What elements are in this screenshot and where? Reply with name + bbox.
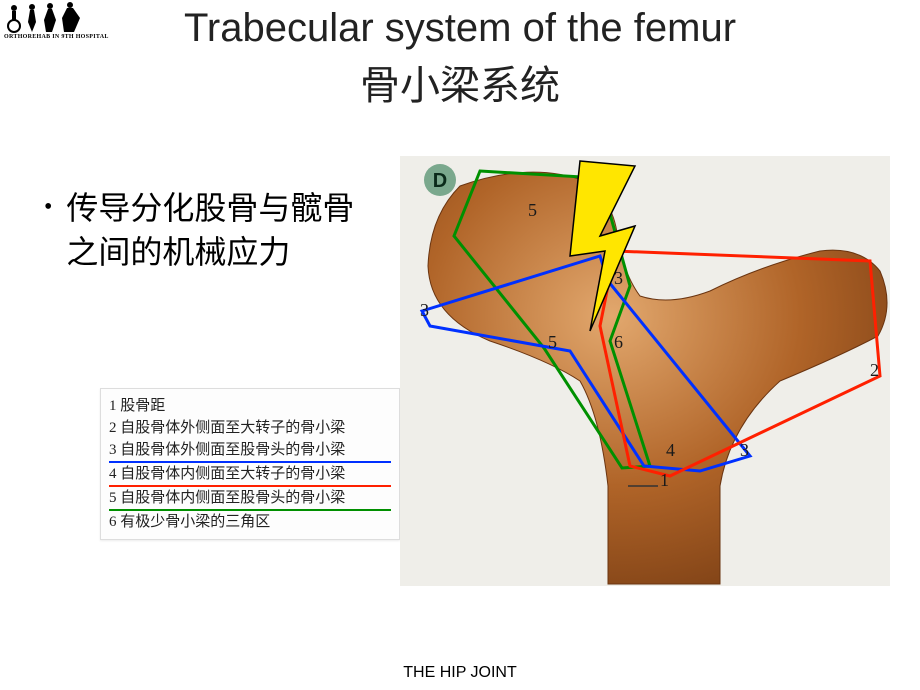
bone-shape-icon <box>428 172 887 584</box>
legend-box: 1 股骨距2 自股骨体外侧面至大转子的骨小梁3 自股骨体外侧面至股骨头的骨小梁4… <box>100 388 400 540</box>
bullet-list: • 传导分化股骨与髋骨之间的机械应力 <box>44 186 384 274</box>
footer-text: THE HIP JOINT <box>0 664 920 682</box>
femur-svg: D 533562431 <box>400 156 890 586</box>
legend-item: 5 自股骨体内侧面至股骨头的骨小梁 <box>109 487 391 511</box>
legend-item: 4 自股骨体内侧面至大转子的骨小梁 <box>109 463 391 487</box>
diagram-label: 4 <box>666 440 675 460</box>
diagram-label: 3 <box>740 440 749 460</box>
legend-item: 1 股骨距 <box>109 395 391 417</box>
femur-diagram: D 533562431 <box>400 156 890 586</box>
title-chinese: 骨小梁系统 <box>0 53 920 111</box>
legend-item: 6 有极少骨小梁的三角区 <box>109 511 391 533</box>
bullet-text: 传导分化股骨与髋骨之间的机械应力 <box>66 186 384 274</box>
diagram-label: 1 <box>660 470 669 490</box>
diagram-label: 5 <box>528 200 537 220</box>
title-english: Trabecular system of the femur <box>0 6 920 51</box>
bullet-item: • 传导分化股骨与髋骨之间的机械应力 <box>44 186 384 274</box>
slide-title: Trabecular system of the femur 骨小梁系统 <box>0 6 920 111</box>
legend-item: 2 自股骨体外侧面至大转子的骨小梁 <box>109 417 391 439</box>
diagram-label: 5 <box>548 332 557 352</box>
legend-item: 3 自股骨体外侧面至股骨头的骨小梁 <box>109 439 391 463</box>
diagram-label: 2 <box>870 360 879 380</box>
diagram-label: 3 <box>420 300 429 320</box>
diagram-label: 6 <box>614 332 623 352</box>
bullet-marker-icon: • <box>44 186 52 228</box>
diagram-badge: D <box>433 170 447 192</box>
